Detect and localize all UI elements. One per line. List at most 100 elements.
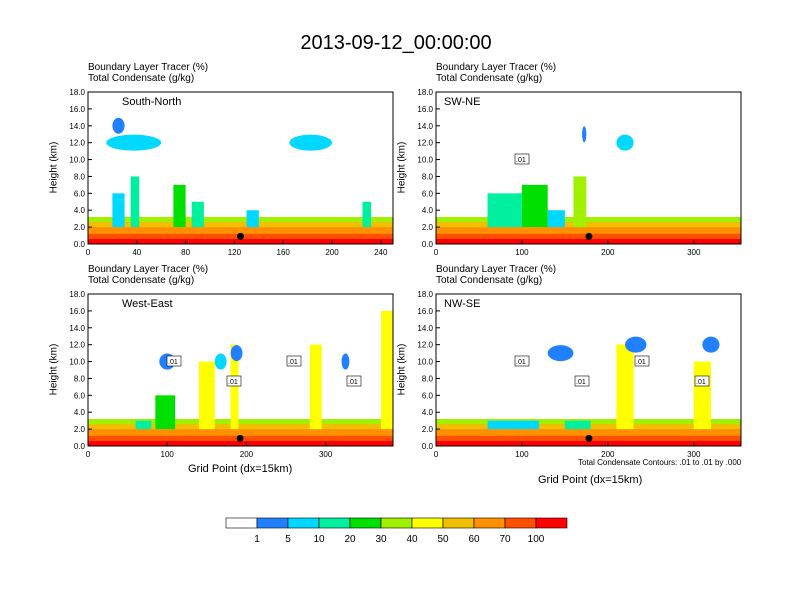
panel-4-title: NW-SE xyxy=(444,298,480,310)
panel-4-plume-4 xyxy=(487,420,540,430)
panel-1-ytick-label-7: 14.0 xyxy=(69,122,85,131)
panel-3-xtick-label-0: 0 xyxy=(86,450,91,459)
panel-3-ytick-label-0: 0.0 xyxy=(74,442,86,451)
panel-1-ytick-label-6: 12.0 xyxy=(69,139,85,148)
panel-2-tracer-band-5 xyxy=(436,238,741,244)
panel-1-header: Boundary Layer Tracer (%) Total Condensa… xyxy=(88,62,208,84)
panel-1-tracer-band-5 xyxy=(88,238,393,244)
panel-4-ytick-label-8: 16.0 xyxy=(417,307,433,316)
contour-footnote: Total Condensate Contours: .01 to .01 by… xyxy=(578,458,742,467)
panel-3-ytick-label-2: 4.0 xyxy=(74,408,86,417)
panel-3-contour-label-box-1 xyxy=(166,355,182,367)
colorbar-label-4: 20 xyxy=(344,534,356,545)
colorbar-swatch-10 xyxy=(504,517,537,529)
panel-1-ytick-label-3: 6.0 xyxy=(74,189,86,198)
panel-1-ytick-label-8: 16.0 xyxy=(69,105,85,114)
panel-2-xtick-label-0: 0 xyxy=(434,248,439,257)
colorbar: 1 5 10 20 30 40 50 60 70 100 xyxy=(225,517,568,545)
panel-1-ytick-label-9: 18.0 xyxy=(69,88,85,97)
panel-3-contour-label-box-4 xyxy=(346,375,362,387)
panel-3-ytick-label-8: 16.0 xyxy=(69,307,85,316)
panel-1-plume-4 xyxy=(191,201,204,228)
panel-4-contour-label-box-3 xyxy=(634,355,650,367)
panel-1-xtick-label-2: 80 xyxy=(181,248,190,257)
panel-4-xtick-label-2: 200 xyxy=(601,450,615,459)
panel-3-plume-1 xyxy=(135,420,152,430)
panel-3-plume-3 xyxy=(198,361,215,430)
panel-3-plume-2 xyxy=(155,395,176,430)
panel-3-xtick-label-2: 200 xyxy=(240,450,254,459)
panel-4: .01 .01 .01 .01 NW-SE 0.0 2.0 4.0 6.0 8.0 10.0 12.0… xyxy=(417,290,742,459)
colorbar-swatch-11 xyxy=(535,517,568,529)
panel-4-contour-label-3: .01 xyxy=(636,359,646,366)
panel-2: .01 SW-NE 0.0 2.0 4.0 6.0 8.0 10.0 12.0 14.0 16.0 1… xyxy=(417,88,742,257)
panel-1-location-marker xyxy=(237,232,244,240)
panel-1-xtick-label-5: 200 xyxy=(325,248,339,257)
panel-2-contour-label-1: .01 xyxy=(516,157,526,164)
colorbar-label-9: 70 xyxy=(499,534,511,545)
panel-4-cloud-1 xyxy=(547,345,574,362)
panel-1-plume-5 xyxy=(246,210,259,228)
panel-4-location-marker xyxy=(585,434,593,442)
colorbar-swatch-2 xyxy=(256,517,289,529)
panel-4-cloud-3 xyxy=(702,336,720,353)
panel-4-xtick-label-3: 300 xyxy=(687,450,701,459)
panel-2-plume-1 xyxy=(487,193,522,228)
panel-1-cloud-3 xyxy=(112,117,125,134)
panel-2-ytick-label-5: 10.0 xyxy=(417,156,433,165)
panel-3-xlabel: Grid Point (dx=15km) xyxy=(188,463,293,475)
colorbar-label-8: 60 xyxy=(468,534,480,545)
colorbar-label-2: 5 xyxy=(285,534,291,545)
colorbar-label-7: 50 xyxy=(437,534,449,545)
panel-3-ytick-label-9: 18.0 xyxy=(69,290,85,299)
panel-2-cloud-1 xyxy=(582,126,587,143)
panel-2-ytick-label-3: 6.0 xyxy=(422,189,434,198)
panel-4-ytick-label-5: 10.0 xyxy=(417,358,433,367)
panel-4-contour-label-box-1 xyxy=(514,355,530,367)
panel-3-ytick-label-4: 8.0 xyxy=(74,374,86,383)
panel-4-plume-1 xyxy=(564,420,591,430)
panel-3-ytick-label-1: 2.0 xyxy=(74,425,86,434)
panel-3-ytick-label-7: 14.0 xyxy=(69,324,85,333)
panel-1-frame xyxy=(87,91,394,245)
panel-4-xtick-label-0: 0 xyxy=(434,450,439,459)
panel-3-contour-label-3: .01 xyxy=(288,359,298,366)
panel-2-ytick-label-7: 14.0 xyxy=(417,122,433,131)
panel-2-ytick-label-9: 18.0 xyxy=(417,88,433,97)
panel-4-cloud-2 xyxy=(625,336,647,353)
panel-2-contour-label-box-1 xyxy=(514,153,530,165)
panel-4-contour-label-box-2 xyxy=(574,375,590,387)
panel-1-plume-3 xyxy=(173,184,186,228)
panel-1: South-North 0.0 2.0 4.0 6.0 8.0 10.0 12.0 14.0 16… xyxy=(69,88,394,257)
panel-4-frame xyxy=(435,293,742,447)
panel-1-xtick-label-0: 0 xyxy=(86,248,91,257)
panel-3-plume-4 xyxy=(230,344,239,430)
panel-3-cloud-4 xyxy=(341,353,350,370)
panel-1-tracer-label: Boundary Layer Tracer (%) xyxy=(88,62,209,73)
panel-4-header: Boundary Layer Tracer (%) Total Condensa… xyxy=(436,264,556,286)
panel-2-ytick-label-4: 8.0 xyxy=(422,172,434,181)
colorbar-swatch-6 xyxy=(380,517,413,529)
panel-4-contour-label-1: .01 xyxy=(516,359,526,366)
panel-4-tracer-band-5 xyxy=(436,440,741,446)
panel-2-ytick-label-6: 12.0 xyxy=(417,139,433,148)
panel-3-contour-label-box-2 xyxy=(226,375,242,387)
colorbar-label-3: 10 xyxy=(313,534,325,545)
panel-2-tracer-label: Boundary Layer Tracer (%) xyxy=(436,62,557,73)
panel-4-contour-label-4: .01 xyxy=(696,379,706,386)
colorbar-swatch-5 xyxy=(349,517,382,529)
panel-2-cloud-2 xyxy=(616,134,634,151)
colorbar-swatch-1 xyxy=(225,517,258,529)
panel-1-ytick-label-4: 8.0 xyxy=(74,172,86,181)
panel-4-ytick-label-2: 4.0 xyxy=(422,408,434,417)
panel-3-ytick-label-3: 6.0 xyxy=(74,391,86,400)
panel-4-ytick-label-7: 14.0 xyxy=(417,324,433,333)
panel-4-ytick-label-6: 12.0 xyxy=(417,341,433,350)
panel-4-tracer-label: Boundary Layer Tracer (%) xyxy=(436,264,557,275)
panel-2-plume-4 xyxy=(547,210,565,228)
colorbar-swatch-8 xyxy=(442,517,475,529)
panel-2-xtick-label-1: 100 xyxy=(515,248,529,257)
panel-1-cloud-2 xyxy=(289,134,332,151)
panel-4-ytick-label-0: 0.0 xyxy=(422,442,434,451)
